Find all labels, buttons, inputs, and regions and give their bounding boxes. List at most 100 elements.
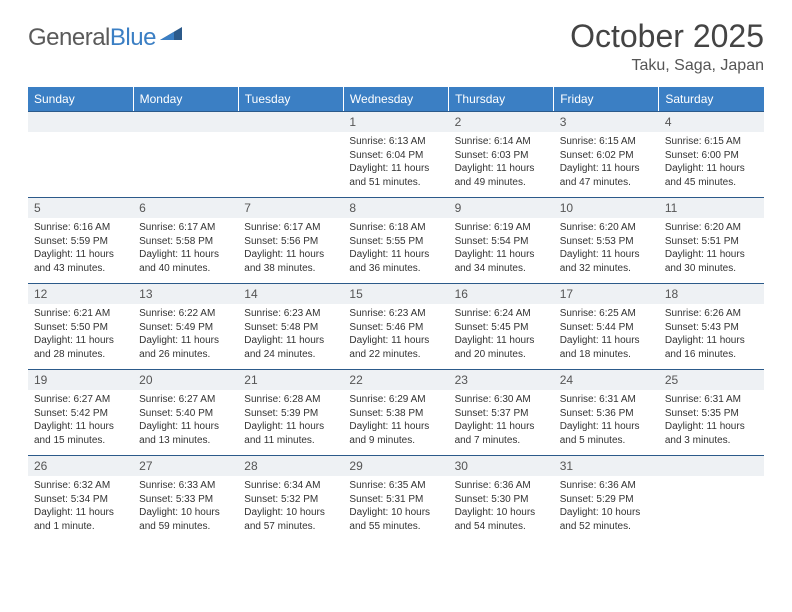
day-content: Sunrise: 6:34 AMSunset: 5:32 PMDaylight:… [238, 476, 343, 541]
calendar-cell: 29Sunrise: 6:35 AMSunset: 5:31 PMDayligh… [343, 455, 448, 541]
weekday-header: Monday [133, 87, 238, 111]
day-number: 21 [238, 369, 343, 390]
day-number: 9 [449, 197, 554, 218]
calendar-cell: 18Sunrise: 6:26 AMSunset: 5:43 PMDayligh… [659, 283, 764, 369]
calendar-cell [238, 111, 343, 197]
calendar-cell: 7Sunrise: 6:17 AMSunset: 5:56 PMDaylight… [238, 197, 343, 283]
day-number: 14 [238, 283, 343, 304]
day-content: Sunrise: 6:28 AMSunset: 5:39 PMDaylight:… [238, 390, 343, 455]
calendar-cell: 5Sunrise: 6:16 AMSunset: 5:59 PMDaylight… [28, 197, 133, 283]
weekday-header: Saturday [659, 87, 764, 111]
day-number [133, 111, 238, 132]
day-content: Sunrise: 6:26 AMSunset: 5:43 PMDaylight:… [659, 304, 764, 369]
day-content: Sunrise: 6:31 AMSunset: 5:35 PMDaylight:… [659, 390, 764, 455]
day-number: 19 [28, 369, 133, 390]
calendar-cell: 12Sunrise: 6:21 AMSunset: 5:50 PMDayligh… [28, 283, 133, 369]
calendar-cell: 3Sunrise: 6:15 AMSunset: 6:02 PMDaylight… [554, 111, 659, 197]
day-content: Sunrise: 6:36 AMSunset: 5:30 PMDaylight:… [449, 476, 554, 541]
calendar-cell: 9Sunrise: 6:19 AMSunset: 5:54 PMDaylight… [449, 197, 554, 283]
calendar-cell: 25Sunrise: 6:31 AMSunset: 5:35 PMDayligh… [659, 369, 764, 455]
day-content: Sunrise: 6:13 AMSunset: 6:04 PMDaylight:… [343, 132, 448, 197]
day-number: 29 [343, 455, 448, 476]
day-number: 16 [449, 283, 554, 304]
day-content: Sunrise: 6:18 AMSunset: 5:55 PMDaylight:… [343, 218, 448, 283]
calendar-cell: 20Sunrise: 6:27 AMSunset: 5:40 PMDayligh… [133, 369, 238, 455]
day-content: Sunrise: 6:25 AMSunset: 5:44 PMDaylight:… [554, 304, 659, 369]
day-content: Sunrise: 6:23 AMSunset: 5:48 PMDaylight:… [238, 304, 343, 369]
day-content [133, 132, 238, 188]
calendar-cell: 26Sunrise: 6:32 AMSunset: 5:34 PMDayligh… [28, 455, 133, 541]
day-number: 15 [343, 283, 448, 304]
day-number: 11 [659, 197, 764, 218]
day-number: 31 [554, 455, 659, 476]
day-content: Sunrise: 6:16 AMSunset: 5:59 PMDaylight:… [28, 218, 133, 283]
day-number: 23 [449, 369, 554, 390]
day-content: Sunrise: 6:17 AMSunset: 5:58 PMDaylight:… [133, 218, 238, 283]
day-content: Sunrise: 6:27 AMSunset: 5:40 PMDaylight:… [133, 390, 238, 455]
day-number: 17 [554, 283, 659, 304]
day-number: 27 [133, 455, 238, 476]
day-number: 8 [343, 197, 448, 218]
calendar-cell: 10Sunrise: 6:20 AMSunset: 5:53 PMDayligh… [554, 197, 659, 283]
calendar-cell: 1Sunrise: 6:13 AMSunset: 6:04 PMDaylight… [343, 111, 448, 197]
logo: GeneralBlue [28, 18, 186, 52]
day-content: Sunrise: 6:30 AMSunset: 5:37 PMDaylight:… [449, 390, 554, 455]
day-content: Sunrise: 6:32 AMSunset: 5:34 PMDaylight:… [28, 476, 133, 541]
day-content: Sunrise: 6:31 AMSunset: 5:36 PMDaylight:… [554, 390, 659, 455]
calendar-cell: 6Sunrise: 6:17 AMSunset: 5:58 PMDaylight… [133, 197, 238, 283]
calendar-cell: 22Sunrise: 6:29 AMSunset: 5:38 PMDayligh… [343, 369, 448, 455]
weekday-header: Tuesday [238, 87, 343, 111]
day-number: 20 [133, 369, 238, 390]
weekday-header: Wednesday [343, 87, 448, 111]
day-content: Sunrise: 6:29 AMSunset: 5:38 PMDaylight:… [343, 390, 448, 455]
calendar-cell: 4Sunrise: 6:15 AMSunset: 6:00 PMDaylight… [659, 111, 764, 197]
calendar-cell: 24Sunrise: 6:31 AMSunset: 5:36 PMDayligh… [554, 369, 659, 455]
weekday-header: Friday [554, 87, 659, 111]
calendar-cell: 2Sunrise: 6:14 AMSunset: 6:03 PMDaylight… [449, 111, 554, 197]
month-title: October 2025 [570, 18, 764, 55]
day-content [28, 132, 133, 188]
calendar-cell: 31Sunrise: 6:36 AMSunset: 5:29 PMDayligh… [554, 455, 659, 541]
calendar-cell: 15Sunrise: 6:23 AMSunset: 5:46 PMDayligh… [343, 283, 448, 369]
calendar-cell [28, 111, 133, 197]
calendar-cell: 23Sunrise: 6:30 AMSunset: 5:37 PMDayligh… [449, 369, 554, 455]
calendar-table: SundayMondayTuesdayWednesdayThursdayFrid… [28, 87, 764, 541]
day-content: Sunrise: 6:19 AMSunset: 5:54 PMDaylight:… [449, 218, 554, 283]
calendar-cell: 27Sunrise: 6:33 AMSunset: 5:33 PMDayligh… [133, 455, 238, 541]
calendar-cell [133, 111, 238, 197]
weekday-header: Thursday [449, 87, 554, 111]
day-content: Sunrise: 6:24 AMSunset: 5:45 PMDaylight:… [449, 304, 554, 369]
day-number: 2 [449, 111, 554, 132]
calendar-cell: 17Sunrise: 6:25 AMSunset: 5:44 PMDayligh… [554, 283, 659, 369]
logo-text: GeneralBlue [28, 24, 156, 52]
calendar-cell: 30Sunrise: 6:36 AMSunset: 5:30 PMDayligh… [449, 455, 554, 541]
day-number: 6 [133, 197, 238, 218]
day-content: Sunrise: 6:27 AMSunset: 5:42 PMDaylight:… [28, 390, 133, 455]
day-number: 25 [659, 369, 764, 390]
day-number: 24 [554, 369, 659, 390]
day-number: 5 [28, 197, 133, 218]
calendar-cell: 21Sunrise: 6:28 AMSunset: 5:39 PMDayligh… [238, 369, 343, 455]
weekday-header: Sunday [28, 87, 133, 111]
day-number: 26 [28, 455, 133, 476]
day-content: Sunrise: 6:15 AMSunset: 6:02 PMDaylight:… [554, 132, 659, 197]
day-content: Sunrise: 6:21 AMSunset: 5:50 PMDaylight:… [28, 304, 133, 369]
day-number: 13 [133, 283, 238, 304]
day-content: Sunrise: 6:20 AMSunset: 5:51 PMDaylight:… [659, 218, 764, 283]
day-number: 4 [659, 111, 764, 132]
day-number [238, 111, 343, 132]
day-content: Sunrise: 6:23 AMSunset: 5:46 PMDaylight:… [343, 304, 448, 369]
day-number: 12 [28, 283, 133, 304]
day-content: Sunrise: 6:33 AMSunset: 5:33 PMDaylight:… [133, 476, 238, 541]
calendar-cell: 19Sunrise: 6:27 AMSunset: 5:42 PMDayligh… [28, 369, 133, 455]
day-content: Sunrise: 6:15 AMSunset: 6:00 PMDaylight:… [659, 132, 764, 197]
calendar-cell [659, 455, 764, 541]
location: Taku, Saga, Japan [570, 57, 764, 75]
day-content [238, 132, 343, 188]
calendar-cell: 11Sunrise: 6:20 AMSunset: 5:51 PMDayligh… [659, 197, 764, 283]
day-content: Sunrise: 6:35 AMSunset: 5:31 PMDaylight:… [343, 476, 448, 541]
calendar-cell: 8Sunrise: 6:18 AMSunset: 5:55 PMDaylight… [343, 197, 448, 283]
day-number: 10 [554, 197, 659, 218]
day-content: Sunrise: 6:36 AMSunset: 5:29 PMDaylight:… [554, 476, 659, 541]
calendar-cell: 16Sunrise: 6:24 AMSunset: 5:45 PMDayligh… [449, 283, 554, 369]
